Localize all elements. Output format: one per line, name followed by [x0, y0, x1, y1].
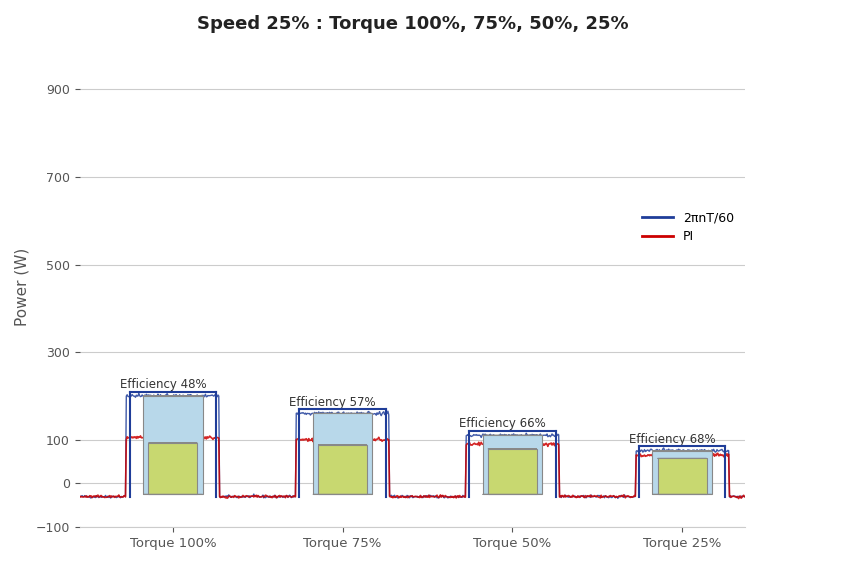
Bar	[658, 458, 707, 494]
Bar	[483, 436, 542, 494]
Bar	[149, 443, 197, 494]
Text: Efficiency 48%: Efficiency 48%	[119, 378, 206, 391]
Bar	[652, 451, 712, 494]
Bar	[143, 396, 202, 494]
Bar	[313, 414, 372, 494]
Legend: 2πnT/60, PI: 2πnT/60, PI	[637, 206, 739, 248]
Text: Efficiency 66%: Efficiency 66%	[459, 418, 546, 431]
Bar	[318, 445, 367, 494]
Text: Efficiency 57%: Efficiency 57%	[289, 396, 376, 408]
Y-axis label: Power (W): Power (W)	[15, 247, 30, 325]
Title: Speed 25% : Torque 100%, 75%, 50%, 25%: Speed 25% : Torque 100%, 75%, 50%, 25%	[197, 15, 628, 33]
Text: Efficiency 68%: Efficiency 68%	[629, 433, 715, 446]
Bar	[488, 449, 537, 494]
